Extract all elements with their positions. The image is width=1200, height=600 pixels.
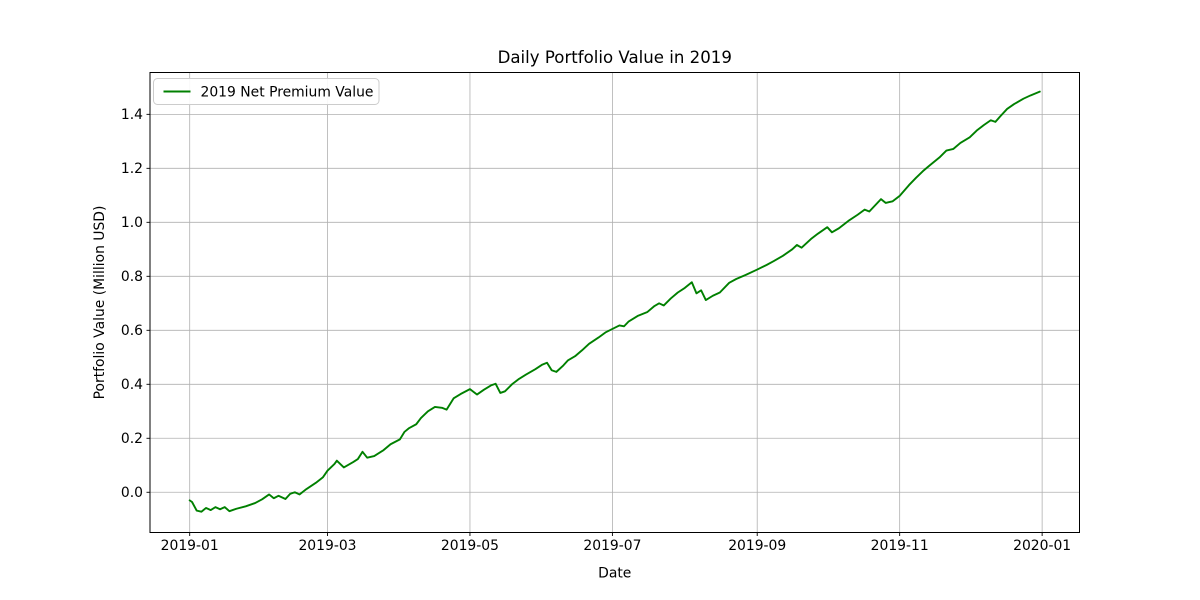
y-tick-label: 0.6 <box>121 323 143 339</box>
x-tick-label: 2020-01 <box>1013 538 1071 554</box>
legend-box <box>153 78 380 105</box>
x-tick-label: 2019-07 <box>583 538 641 554</box>
legend: 2019 Net Premium Value <box>153 78 380 105</box>
data-series <box>188 90 1041 513</box>
y-tick-label: 0.8 <box>121 269 143 285</box>
gridlines <box>150 72 1080 533</box>
x-tick-label: 2019-01 <box>161 538 219 554</box>
y-tick-label: 1.2 <box>121 161 143 177</box>
y-tick-label: 0.4 <box>121 377 143 393</box>
x-tick-label: 2019-11 <box>871 538 929 554</box>
x-tick-label: 2019-05 <box>441 538 499 554</box>
y-axis-label: Portfolio Value (Million USD) <box>92 206 108 400</box>
x-tick-label: 2019-09 <box>728 538 786 554</box>
x-axis-label: Date <box>598 566 631 582</box>
plot-area-border <box>149 72 1080 533</box>
y-tick-label: 1.4 <box>121 107 143 123</box>
y-tick-label: 1.0 <box>121 215 143 231</box>
series-line <box>188 90 1041 513</box>
chart-title: Daily Portfolio Value in 2019 <box>498 48 732 67</box>
axis-ticks: 2019-01 2019-03 2019-05 2019-07 2019-09 2019-… <box>121 107 1071 554</box>
legend-label: 2019 Net Premium Value <box>201 84 374 100</box>
x-tick-label: 2019-03 <box>298 538 356 554</box>
y-tick-label: 0.0 <box>121 485 143 501</box>
y-tick-label: 0.2 <box>121 431 143 447</box>
